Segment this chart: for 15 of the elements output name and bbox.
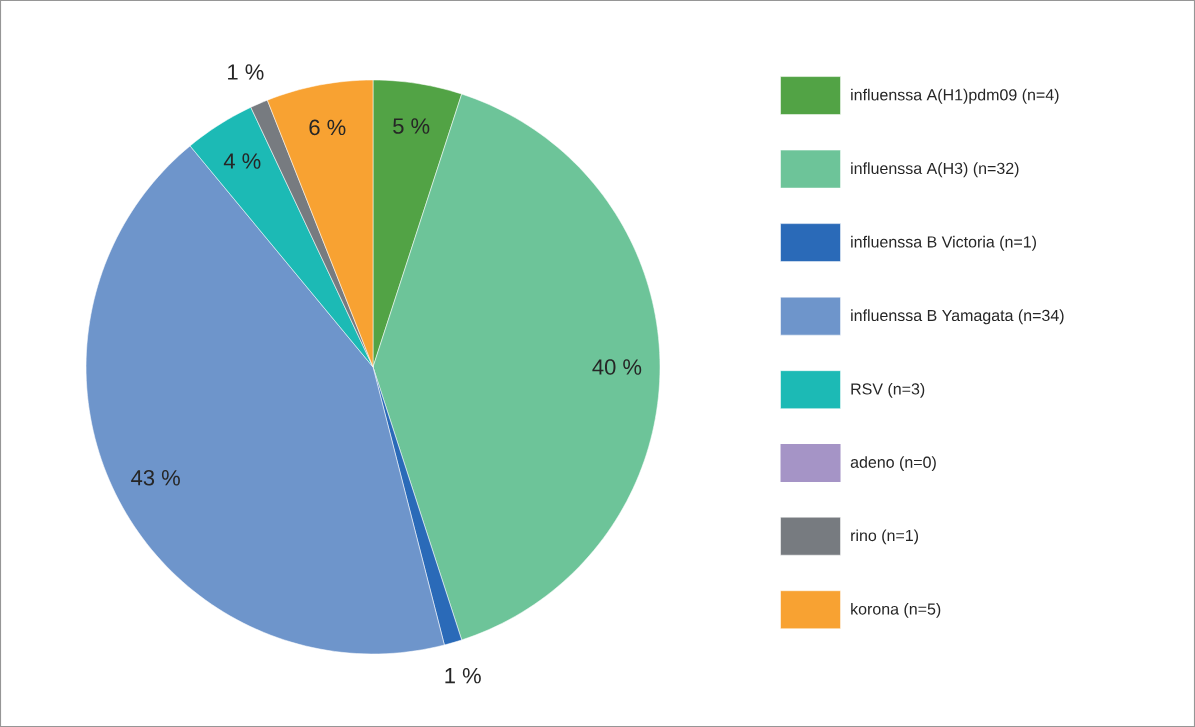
legend-label: korona (n=5) xyxy=(851,602,941,618)
legend-label: influenssa B Yamagata (n=34) xyxy=(851,309,1064,325)
legend-label: influenssa A(H1)pdm09 (n=4) xyxy=(851,88,1059,104)
legend-label: adeno (n=0) xyxy=(850,456,936,472)
legend-label: rino (n=1) xyxy=(851,529,919,545)
legend-label: influenssa A(H3) (n=32) xyxy=(851,162,1019,178)
data-label: 5 % xyxy=(393,118,430,134)
data-label: 40 % xyxy=(592,359,642,375)
data-label: 4 % xyxy=(223,153,261,169)
data-label: 1 % xyxy=(445,667,481,684)
data-label: 6 % xyxy=(309,119,346,136)
data-label: 1 % xyxy=(228,64,264,80)
legend-label: RSV (n=3) xyxy=(851,382,925,398)
legend-label: influenssa B Victoria (n=1) xyxy=(851,235,1036,251)
data-label: 43 % xyxy=(131,469,180,486)
